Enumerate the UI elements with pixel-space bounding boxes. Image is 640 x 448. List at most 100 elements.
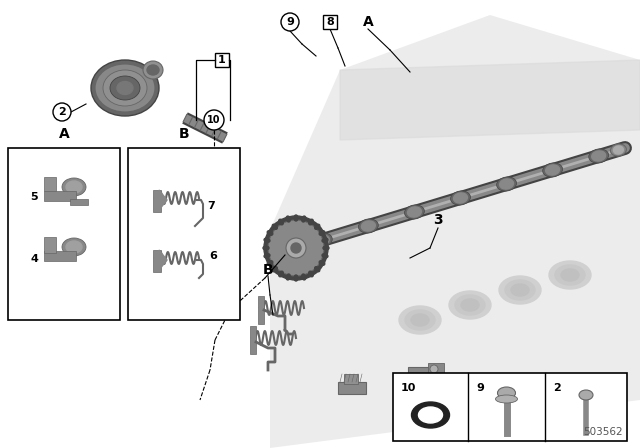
Ellipse shape xyxy=(408,207,421,217)
Bar xyxy=(428,363,444,375)
Text: A: A xyxy=(59,127,69,141)
Ellipse shape xyxy=(323,246,329,250)
Text: 4: 4 xyxy=(30,254,38,264)
Ellipse shape xyxy=(308,271,314,277)
Ellipse shape xyxy=(589,149,609,163)
Text: 9: 9 xyxy=(476,383,484,393)
Ellipse shape xyxy=(315,224,320,229)
Ellipse shape xyxy=(316,235,329,245)
Ellipse shape xyxy=(286,216,291,222)
Bar xyxy=(70,199,88,205)
Ellipse shape xyxy=(272,267,277,272)
Ellipse shape xyxy=(110,76,140,100)
Ellipse shape xyxy=(411,314,429,326)
Ellipse shape xyxy=(499,276,541,304)
Circle shape xyxy=(286,238,306,258)
Text: 3: 3 xyxy=(433,213,443,227)
Ellipse shape xyxy=(555,265,585,285)
Text: 5: 5 xyxy=(30,192,38,202)
Bar xyxy=(408,367,432,389)
Circle shape xyxy=(53,103,71,121)
Ellipse shape xyxy=(500,179,513,189)
Bar xyxy=(258,296,264,324)
Text: 8: 8 xyxy=(326,17,334,27)
Ellipse shape xyxy=(546,165,559,175)
Ellipse shape xyxy=(614,146,623,154)
Text: 1: 1 xyxy=(218,55,226,65)
Text: 6: 6 xyxy=(209,251,217,261)
Ellipse shape xyxy=(322,238,328,242)
Polygon shape xyxy=(159,190,167,210)
Ellipse shape xyxy=(497,387,515,399)
Ellipse shape xyxy=(294,215,298,221)
Ellipse shape xyxy=(412,402,449,428)
Text: 2: 2 xyxy=(553,383,561,393)
Bar xyxy=(323,15,337,29)
Ellipse shape xyxy=(549,261,591,289)
Ellipse shape xyxy=(301,274,306,280)
Text: B: B xyxy=(262,263,273,277)
Polygon shape xyxy=(159,250,167,270)
Ellipse shape xyxy=(103,70,147,106)
Bar xyxy=(44,177,56,191)
Ellipse shape xyxy=(561,269,579,281)
Ellipse shape xyxy=(543,163,563,177)
Ellipse shape xyxy=(412,388,424,398)
Ellipse shape xyxy=(91,60,159,116)
Bar xyxy=(215,53,229,67)
Bar xyxy=(344,374,358,384)
Circle shape xyxy=(268,220,324,276)
Circle shape xyxy=(281,13,299,31)
Text: B: B xyxy=(179,127,189,141)
Ellipse shape xyxy=(358,219,378,233)
Ellipse shape xyxy=(592,151,605,161)
Ellipse shape xyxy=(278,271,284,277)
Ellipse shape xyxy=(579,390,593,400)
Ellipse shape xyxy=(62,178,86,196)
Ellipse shape xyxy=(449,291,491,319)
Circle shape xyxy=(204,110,224,130)
Bar xyxy=(44,251,76,261)
Ellipse shape xyxy=(263,246,269,250)
Ellipse shape xyxy=(286,274,291,280)
Bar xyxy=(44,237,56,253)
Ellipse shape xyxy=(451,191,470,205)
Ellipse shape xyxy=(319,261,324,265)
Bar xyxy=(250,326,256,354)
Polygon shape xyxy=(270,15,640,448)
Ellipse shape xyxy=(611,144,627,156)
Ellipse shape xyxy=(117,82,133,95)
Ellipse shape xyxy=(315,267,320,272)
Polygon shape xyxy=(340,60,640,140)
Bar xyxy=(338,382,366,394)
Bar xyxy=(8,148,120,320)
Ellipse shape xyxy=(301,216,306,222)
Text: 10: 10 xyxy=(401,383,417,393)
Ellipse shape xyxy=(511,284,529,296)
Bar xyxy=(153,250,161,272)
Ellipse shape xyxy=(95,64,155,112)
Text: A: A xyxy=(363,15,373,29)
Ellipse shape xyxy=(408,385,428,401)
Ellipse shape xyxy=(505,280,535,300)
Ellipse shape xyxy=(319,231,324,235)
Circle shape xyxy=(430,365,438,373)
Ellipse shape xyxy=(264,254,270,258)
Ellipse shape xyxy=(454,193,467,203)
Text: 9: 9 xyxy=(286,17,294,27)
Ellipse shape xyxy=(268,261,273,265)
Bar xyxy=(393,373,627,441)
Ellipse shape xyxy=(362,221,375,231)
Ellipse shape xyxy=(264,238,270,242)
Ellipse shape xyxy=(62,238,86,256)
Ellipse shape xyxy=(405,310,435,330)
Ellipse shape xyxy=(455,295,485,315)
Ellipse shape xyxy=(461,299,479,311)
Text: 10: 10 xyxy=(207,115,221,125)
Circle shape xyxy=(264,216,328,280)
Ellipse shape xyxy=(308,219,314,225)
Ellipse shape xyxy=(147,65,159,75)
Ellipse shape xyxy=(497,177,516,191)
Ellipse shape xyxy=(268,231,273,235)
Ellipse shape xyxy=(143,61,163,79)
